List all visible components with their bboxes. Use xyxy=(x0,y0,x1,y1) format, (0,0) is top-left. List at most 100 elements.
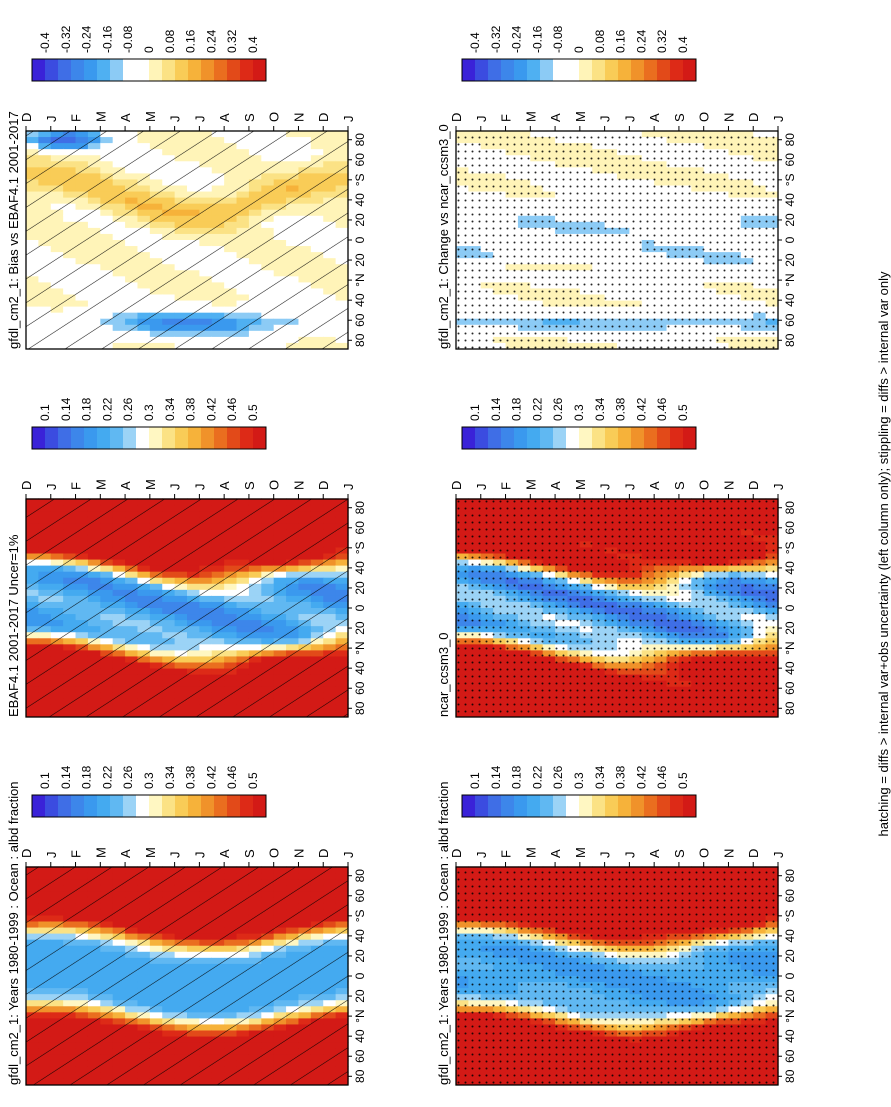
colorbar-label: 0.42 xyxy=(634,397,648,421)
colorbar-swatch xyxy=(71,427,85,449)
colorbar-swatch xyxy=(84,427,98,449)
colorbar-swatch xyxy=(670,795,684,817)
month-tick-label: F xyxy=(69,482,84,490)
colorbar-swatch xyxy=(553,795,567,817)
p4-stippling-overlay xyxy=(456,499,778,717)
colorbar-label: 0.34 xyxy=(593,765,607,789)
panel-p1: gfdl_cm2_1: Years 1980-1999 : Ocean : al… xyxy=(6,765,367,1086)
month-tick-label: O xyxy=(697,848,712,858)
month-tick-label: J xyxy=(598,484,613,491)
month-tick-label: A xyxy=(548,849,563,858)
lat-tick-label: 80 xyxy=(783,869,797,883)
month-tick-label: J xyxy=(474,852,489,859)
month-tick-label: O xyxy=(697,480,712,490)
lat-tick-label: 80 xyxy=(353,501,367,515)
colorbar-swatch xyxy=(462,427,476,449)
colorbar-label: 0.22 xyxy=(100,765,114,789)
colorbar-swatch xyxy=(488,795,502,817)
colorbar-swatch xyxy=(84,795,98,817)
colorbar-label: 0.22 xyxy=(530,397,544,421)
colorbar-label: 0.46 xyxy=(225,397,239,421)
colorbar-swatch xyxy=(214,795,228,817)
lat-tick-label: 80 xyxy=(353,701,367,715)
colorbar-swatch xyxy=(253,427,267,449)
colorbar-swatch xyxy=(58,427,72,449)
colorbar-label: 0.5 xyxy=(246,772,260,789)
colorbar-label: 0.14 xyxy=(489,397,503,421)
lat-tick-label: 0 xyxy=(783,972,797,979)
month-tick-label: F xyxy=(499,850,514,858)
colorbar-label: 0.1 xyxy=(468,772,482,789)
colorbar-label: 0.14 xyxy=(489,765,503,789)
month-tick-label: M xyxy=(573,847,588,858)
colorbar-swatch xyxy=(201,795,215,817)
colorbar-swatch xyxy=(58,795,72,817)
colorbar-swatch xyxy=(618,427,632,449)
colorbar-swatch xyxy=(540,795,554,817)
month-tick-label: S xyxy=(242,481,257,490)
month-tick-label: J xyxy=(622,484,637,491)
colorbar-label: 0.18 xyxy=(80,765,94,789)
colorbar-swatch xyxy=(592,427,606,449)
colorbar-label: 0.38 xyxy=(184,397,198,421)
colorbar-swatch xyxy=(618,795,632,817)
month-tick-label: D xyxy=(449,481,464,490)
colorbar-swatch xyxy=(631,427,645,449)
month-tick-label: D xyxy=(19,849,34,858)
month-tick-label: D xyxy=(746,481,761,490)
colorbar-swatch xyxy=(149,427,163,449)
colorbar-swatch xyxy=(579,427,593,449)
month-tick-label: M xyxy=(143,847,158,858)
month-tick-label: J xyxy=(341,852,356,859)
lat-tick-label: 20 xyxy=(783,989,797,1003)
month-tick-label: J xyxy=(168,852,183,859)
month-tick-label: M xyxy=(93,847,108,858)
lat-tick-label: 60 xyxy=(783,1049,797,1063)
lat-tick-label: °N xyxy=(783,641,797,654)
month-tick-label: O xyxy=(267,480,282,490)
colorbar-label: 0.3 xyxy=(142,772,156,789)
month-tick-label: F xyxy=(69,850,84,858)
lat-tick-label: 60 xyxy=(353,1049,367,1063)
p2-colorbar: 0.1 0.14 0.18 0.22 0.26 0.3 0.34 0.38 0.42 0.46 0.… xyxy=(461,765,697,818)
lat-tick-label: 0 xyxy=(353,972,367,979)
colorbar-label: 0.1 xyxy=(468,404,482,421)
month-tick-label: M xyxy=(93,479,108,490)
lat-tick-label: °N xyxy=(783,1009,797,1022)
colorbar-label: 0.22 xyxy=(100,397,114,421)
month-tick-label: N xyxy=(721,481,736,490)
colorbar-swatch xyxy=(32,427,46,449)
lat-tick-label: 20 xyxy=(353,989,367,1003)
lat-tick-label: 20 xyxy=(783,581,797,595)
lat-tick-label: 80 xyxy=(783,501,797,515)
colorbar-swatch xyxy=(240,795,254,817)
month-tick-label: A xyxy=(647,849,662,858)
lat-tick-label: 40 xyxy=(353,661,367,675)
colorbar-swatch xyxy=(45,427,59,449)
lat-tick-label: 40 xyxy=(353,929,367,943)
colorbar-label: 0.34 xyxy=(163,765,177,789)
colorbar-swatch xyxy=(136,795,150,817)
month-tick-label: S xyxy=(672,481,687,490)
p4-colorbar: 0.1 0.14 0.18 0.22 0.26 0.3 0.34 0.38 0.42 0.46 0.… xyxy=(461,397,697,450)
colorbar-swatch xyxy=(566,795,580,817)
colorbar-swatch xyxy=(475,427,489,449)
lat-tick-label: 40 xyxy=(783,661,797,675)
colorbar-swatch xyxy=(657,427,671,449)
panel-p3: EBAF4.1 2001-2017 Uncer=1%D J F M A M J J A S O N D J… xyxy=(6,397,367,718)
colorbar-label: 0.42 xyxy=(634,765,648,789)
month-tick-label: D xyxy=(316,481,331,490)
colorbar-swatch xyxy=(149,795,163,817)
lat-tick-label: 20 xyxy=(353,581,367,595)
colorbar-swatch xyxy=(214,427,228,449)
lat-tick-label: 20 xyxy=(353,621,367,635)
p2-title: gfdl_cm2_1: Years 1980-1999 : Ocean : al… xyxy=(436,781,451,1085)
colorbar-swatch xyxy=(644,795,658,817)
month-tick-label: A xyxy=(217,481,232,490)
p5-title: gfdl_cm2_1: Bias vs EBAF4.1 2001-2017 xyxy=(6,111,21,349)
colorbar-label: 0.14 xyxy=(59,397,73,421)
p1-hatching-overlay xyxy=(26,867,348,1085)
lat-tick-label: 20 xyxy=(783,949,797,963)
colorbar-swatch xyxy=(240,427,254,449)
